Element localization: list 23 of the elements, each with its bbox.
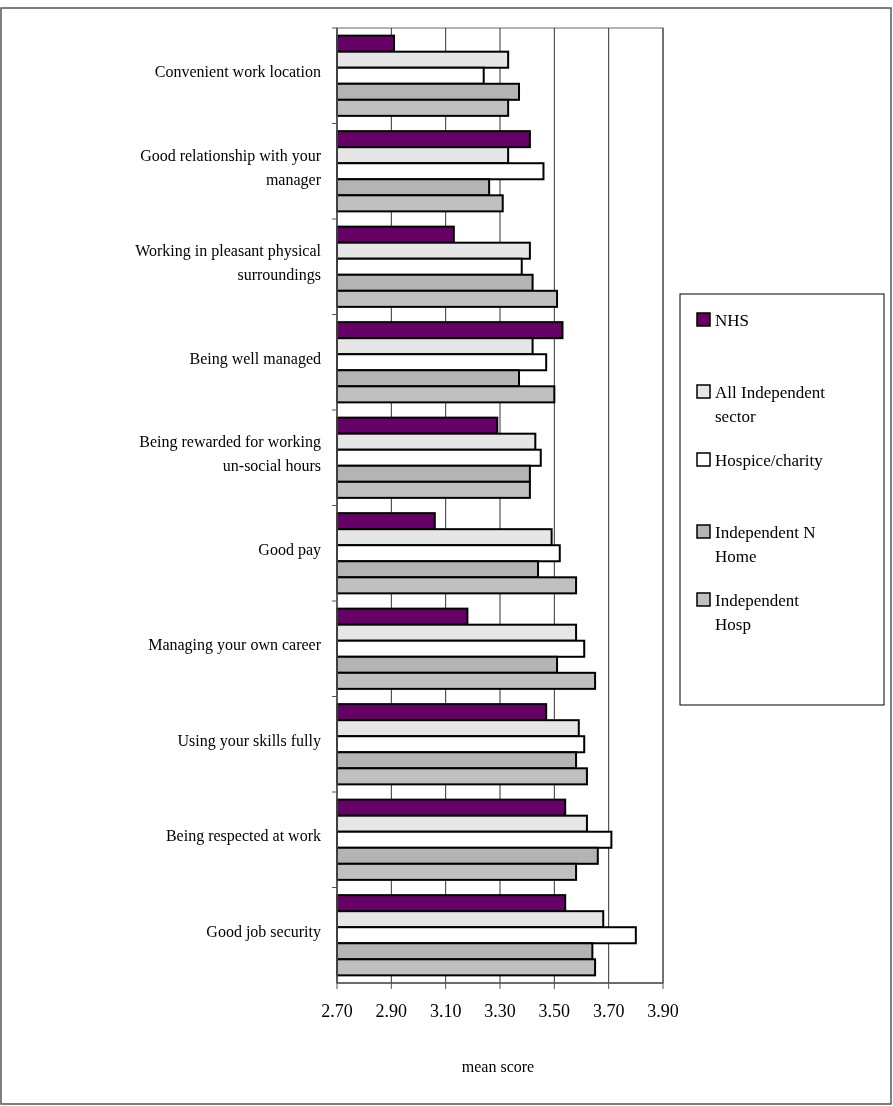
y-tick-label: Being well managed <box>189 349 321 368</box>
y-tick-label: Good relationship with your manager <box>140 146 322 189</box>
legend-label: Hospice/charity <box>715 451 824 470</box>
y-tick-label: Being respected at work <box>165 827 321 846</box>
x-axis-title: mean score <box>461 1058 535 1075</box>
y-tick-label: Using your skills fully <box>177 731 321 750</box>
legend-label: NHS <box>715 311 750 330</box>
y-tick-label: Working in pleasant physical surroundings <box>135 242 322 285</box>
x-tick-label: 2.90 <box>375 1001 408 1021</box>
y-tick-label: Convenient work location <box>154 63 321 81</box>
x-tick-label: 3.10 <box>429 1001 462 1021</box>
legend-label: All Independent sector <box>715 383 826 426</box>
x-tick-label: 3.30 <box>484 1001 516 1021</box>
x-tick-label: 2.70 <box>321 1001 353 1021</box>
y-tick-label: Good pay <box>258 540 321 559</box>
x-tick-label: 3.50 <box>538 1001 571 1021</box>
x-tick-label: 3.70 <box>592 1001 625 1021</box>
x-tick-label: 3.90 <box>647 1001 679 1021</box>
y-tick-label: Being rewarded for working un-social hours <box>139 433 321 475</box>
legend-label: Independent Hosp <box>715 591 800 634</box>
y-tick-label: Good job security <box>206 922 321 941</box>
legend-label: Independent N Home <box>715 523 816 566</box>
y-tick-label: Managing your own career <box>148 636 322 655</box>
